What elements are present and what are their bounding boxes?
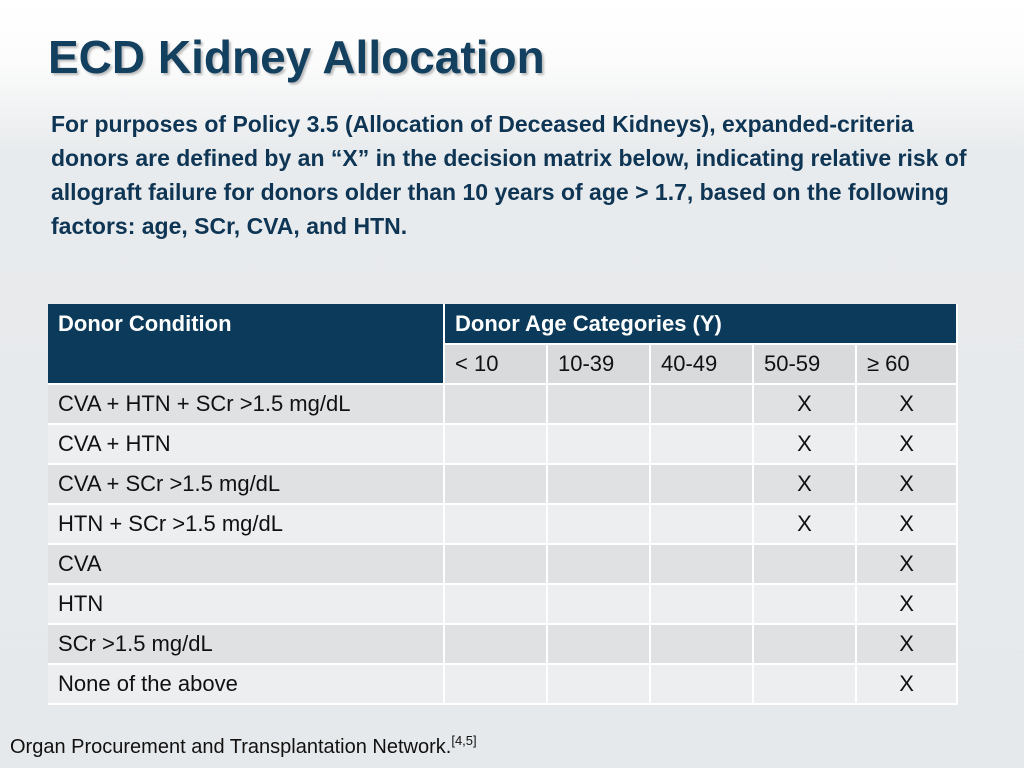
- condition-cell: HTN + SCr >1.5 mg/dL: [48, 504, 445, 545]
- value-cell: [444, 464, 548, 505]
- source-citation: Organ Procurement and Transplantation Ne…: [10, 733, 477, 759]
- intro-text: For purposes of Policy 3.5 (Allocation o…: [51, 111, 967, 239]
- value-cell: [650, 504, 754, 545]
- condition-cell: None of the above: [48, 664, 445, 705]
- slide-title: ECD Kidney Allocation: [48, 31, 545, 83]
- condition-cell: HTN: [48, 584, 445, 625]
- value-cell: [444, 624, 548, 665]
- value-cell: X: [856, 464, 959, 505]
- table-row: CVA + HTN + SCr >1.5 mg/dL X X: [48, 384, 959, 425]
- value-cell: [547, 584, 651, 625]
- value-cell: X: [856, 544, 959, 585]
- value-cell: X: [856, 384, 959, 425]
- table-body: CVA + HTN + SCr >1.5 mg/dL X X CVA + HTN…: [48, 384, 959, 705]
- table-row: HTN X: [48, 584, 959, 625]
- table-row: SCr >1.5 mg/dL X: [48, 624, 959, 665]
- value-cell: X: [753, 464, 857, 505]
- value-cell: [547, 384, 651, 425]
- value-cell: [547, 664, 651, 705]
- value-cell: X: [856, 624, 959, 665]
- condition-cell: SCr >1.5 mg/dL: [48, 624, 445, 665]
- value-cell: [650, 664, 754, 705]
- value-cell: X: [753, 384, 857, 425]
- table-row: CVA X: [48, 544, 959, 585]
- value-cell: [547, 504, 651, 545]
- donor-condition-header: Donor Condition: [48, 304, 445, 385]
- decision-matrix-table: Donor Condition Donor Age Categories (Y)…: [48, 304, 959, 705]
- value-cell: [547, 544, 651, 585]
- donor-age-header: Donor Age Categories (Y): [444, 304, 959, 345]
- table-row: CVA + HTN X X: [48, 424, 959, 465]
- age-category-10-39: 10-39: [547, 344, 651, 385]
- value-cell: [753, 664, 857, 705]
- value-cell: [444, 584, 548, 625]
- value-cell: [444, 664, 548, 705]
- condition-cell: CVA + SCr >1.5 mg/dL: [48, 464, 445, 505]
- condition-cell: CVA + HTN + SCr >1.5 mg/dL: [48, 384, 445, 425]
- value-cell: X: [753, 424, 857, 465]
- value-cell: [444, 384, 548, 425]
- value-cell: [547, 424, 651, 465]
- value-cell: [753, 624, 857, 665]
- value-cell: [753, 544, 857, 585]
- value-cell: X: [856, 424, 959, 465]
- value-cell: X: [856, 504, 959, 545]
- source-text: Organ Procurement and Transplantation Ne…: [10, 736, 452, 758]
- value-cell: [444, 424, 548, 465]
- value-cell: X: [753, 504, 857, 545]
- age-category-lt10: < 10: [444, 344, 548, 385]
- value-cell: [650, 544, 754, 585]
- reference-superscript: [4,5]: [451, 733, 477, 748]
- table-header: Donor Condition Donor Age Categories (Y)…: [48, 304, 959, 385]
- value-cell: [547, 464, 651, 505]
- value-cell: [444, 544, 548, 585]
- condition-cell: CVA: [48, 544, 445, 585]
- age-category-50-59: 50-59: [753, 344, 857, 385]
- value-cell: [650, 624, 754, 665]
- value-cell: [547, 624, 651, 665]
- value-cell: [753, 584, 857, 625]
- value-cell: X: [856, 664, 959, 705]
- value-cell: X: [856, 584, 959, 625]
- value-cell: [650, 464, 754, 505]
- age-category-40-49: 40-49: [650, 344, 754, 385]
- age-category-ge60: ≥ 60: [856, 344, 959, 385]
- value-cell: [650, 424, 754, 465]
- table-row: None of the above X: [48, 664, 959, 705]
- value-cell: [444, 504, 548, 545]
- table-row: CVA + SCr >1.5 mg/dL X X: [48, 464, 959, 505]
- table-row: HTN + SCr >1.5 mg/dL X X: [48, 504, 959, 545]
- value-cell: [650, 384, 754, 425]
- condition-cell: CVA + HTN: [48, 424, 445, 465]
- value-cell: [650, 584, 754, 625]
